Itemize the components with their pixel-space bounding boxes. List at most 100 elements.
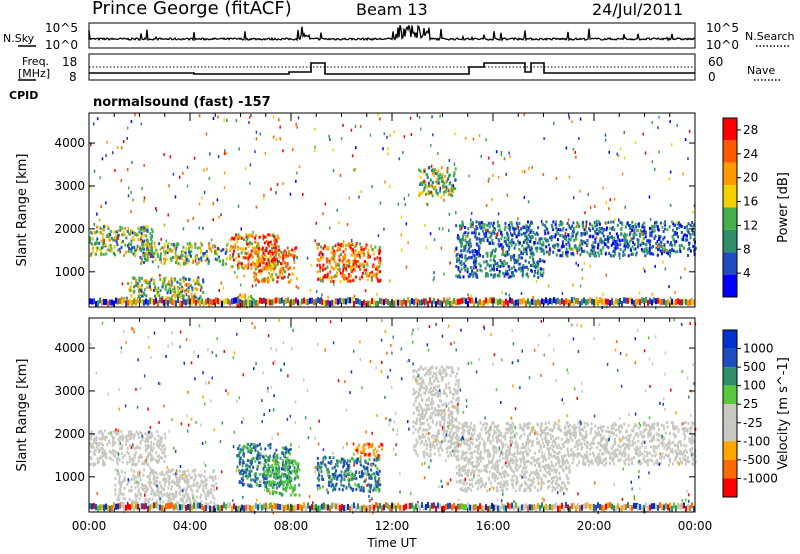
power-cell [552, 244, 555, 248]
velocity-cell [203, 469, 206, 473]
power-cell [580, 231, 583, 235]
power-cell [460, 267, 463, 271]
power-cell [144, 228, 147, 232]
power-cell [145, 234, 148, 238]
velocity-cell [238, 462, 241, 466]
power-cell [442, 184, 444, 188]
power-cell [190, 254, 193, 258]
power-cell [522, 263, 525, 267]
power-cell [271, 251, 274, 255]
power-cell [664, 267, 667, 271]
velocity-cell [140, 493, 142, 497]
velocity-cell [137, 488, 140, 492]
velocity-cell [252, 478, 255, 482]
power-cell [692, 244, 695, 248]
power-cell [612, 242, 614, 245]
power-cell [265, 298, 267, 305]
power-cell [542, 243, 545, 247]
power-cell [486, 254, 489, 258]
power-colorbar-segment [723, 162, 737, 186]
power-cell [199, 248, 202, 252]
power-cell [159, 297, 161, 304]
power-cell [365, 268, 368, 272]
power-cell [642, 238, 644, 242]
power-cell [475, 220, 478, 224]
power-cell [677, 221, 680, 225]
power-cell [497, 224, 500, 228]
power-cell [315, 221, 317, 225]
power-colorbar-tick-label: 24 [743, 147, 758, 161]
power-cell [642, 267, 645, 271]
power-cell [639, 234, 642, 238]
velocity-cell [103, 460, 106, 464]
power-cell [627, 243, 630, 247]
power-cell [571, 224, 574, 228]
velocity-cell [146, 487, 149, 490]
power-cell [363, 299, 365, 306]
power-cell [511, 274, 514, 277]
power-cell [454, 132, 456, 136]
power-cell [249, 300, 251, 307]
power-cell [492, 263, 495, 267]
power-cell [237, 297, 239, 304]
velocity-cell [98, 449, 101, 452]
power-cell [623, 131, 625, 134]
velocity-cell [136, 494, 139, 498]
power-cell [318, 263, 321, 267]
power-cell [456, 235, 459, 239]
power-cell [472, 260, 475, 264]
velocity-cell [167, 474, 170, 478]
power-cell [479, 225, 482, 228]
power-cell [562, 244, 565, 248]
power-cell [523, 170, 526, 174]
power-cell [205, 298, 207, 305]
velocity-cell [371, 473, 374, 477]
power-cell [529, 230, 532, 234]
power-cell [230, 245, 233, 249]
power-cell [480, 154, 482, 158]
power-cell [226, 257, 228, 261]
power-cell [502, 249, 505, 253]
velocity-cell [449, 434, 451, 438]
velocity-cell [116, 459, 119, 463]
velocity-cell [192, 500, 195, 504]
velocity-cell [366, 442, 369, 446]
power-cell [273, 253, 276, 257]
power-cell [571, 252, 574, 255]
velocity-cell [451, 368, 454, 372]
power-cell [240, 227, 242, 231]
velocity-cell [281, 472, 284, 476]
power-cell [335, 262, 337, 266]
power-cell [329, 280, 332, 284]
velocity-cell [92, 433, 95, 437]
power-cell [451, 184, 454, 187]
velocity-cell [267, 463, 270, 467]
power-cell [159, 289, 162, 293]
velocity-cell [419, 365, 422, 369]
power-cell [455, 247, 458, 251]
velocity-cell [144, 449, 147, 453]
power-cell [498, 272, 501, 276]
power-cell [605, 222, 607, 226]
velocity-cell [284, 486, 287, 490]
velocity-cell [114, 492, 117, 496]
power-cell [275, 138, 278, 142]
velocity-cell [174, 490, 177, 494]
power-cell [615, 298, 617, 305]
power-cell [258, 247, 261, 251]
power-cell [431, 181, 434, 184]
power-cell [508, 223, 511, 227]
power-cell [533, 263, 536, 267]
power-cell [161, 279, 164, 283]
velocity-cell [133, 456, 136, 460]
power-cell [179, 296, 182, 299]
power-cell [684, 138, 687, 141]
power-cell [163, 242, 166, 246]
power-cell [284, 251, 287, 255]
power-cell [571, 120, 573, 124]
power-cell [379, 201, 382, 205]
velocity-cell [250, 478, 253, 482]
velocity-cell [118, 440, 121, 444]
velocity-cell [137, 432, 140, 436]
power-cell [669, 248, 672, 252]
